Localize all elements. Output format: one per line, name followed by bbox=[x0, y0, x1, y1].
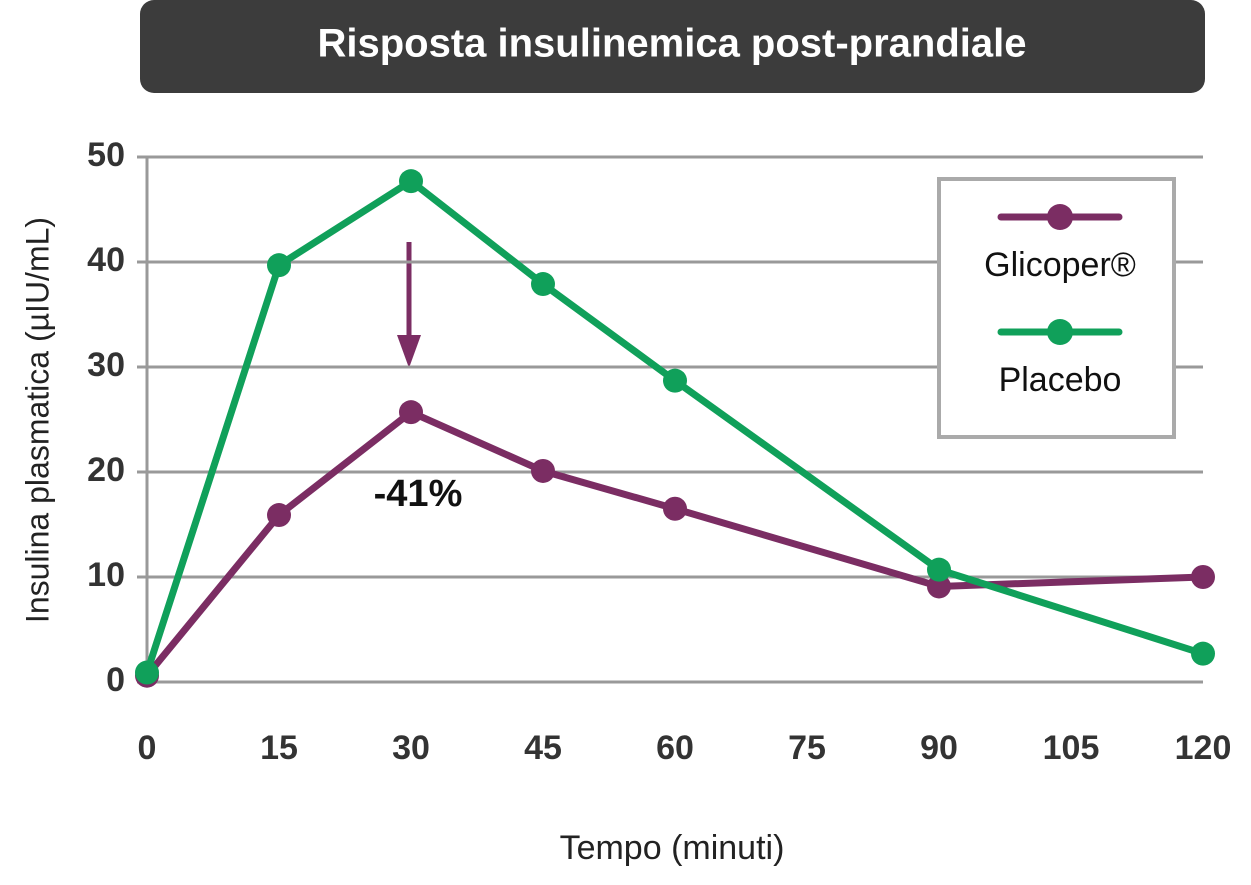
y-tick-label: 40 bbox=[87, 241, 125, 279]
y-tick-label: 20 bbox=[87, 451, 125, 489]
data-point bbox=[531, 272, 555, 297]
data-point bbox=[399, 169, 423, 194]
x-tick-label: 60 bbox=[656, 729, 694, 767]
title-box bbox=[140, 0, 1205, 93]
data-point bbox=[531, 458, 555, 483]
data-point bbox=[1191, 565, 1215, 589]
data-point bbox=[267, 503, 291, 528]
data-point bbox=[927, 557, 951, 582]
data-point bbox=[927, 574, 951, 599]
chart-title: Risposta insulinemica post-prandiale bbox=[317, 22, 1026, 66]
x-tick-label: 45 bbox=[524, 729, 562, 767]
data-point bbox=[399, 400, 423, 425]
x-tick-label: 105 bbox=[1043, 729, 1100, 767]
x-tick-label: 0 bbox=[138, 729, 157, 767]
data-point bbox=[267, 253, 291, 278]
x-tick-label: 30 bbox=[392, 729, 430, 767]
series-line bbox=[144, 408, 1204, 678]
data-point bbox=[1191, 641, 1215, 666]
annotation-arrowhead bbox=[397, 335, 421, 368]
x-tick-label: 75 bbox=[788, 729, 826, 767]
y-tick-label: 50 bbox=[87, 136, 125, 174]
y-axis-label: Insulina plasmatica (µIU/mL) bbox=[19, 217, 55, 623]
y-tick-label: 0 bbox=[106, 661, 125, 699]
data-point bbox=[663, 368, 687, 393]
y-tick-label: 30 bbox=[87, 346, 125, 384]
x-tick-label: 120 bbox=[1175, 729, 1232, 767]
x-tick-label: 15 bbox=[260, 729, 298, 767]
legend-marker bbox=[1047, 204, 1073, 230]
data-point bbox=[663, 496, 687, 521]
annotation: -41% bbox=[374, 473, 463, 515]
x-axis-label: Tempo (minuti) bbox=[560, 829, 785, 867]
legend-marker bbox=[1047, 319, 1073, 345]
legend-label: Placebo bbox=[999, 361, 1122, 399]
legend-label: Glicoper® bbox=[984, 246, 1136, 284]
x-tick-label: 90 bbox=[920, 729, 958, 767]
y-tick-label: 10 bbox=[87, 556, 125, 594]
data-point bbox=[135, 660, 159, 685]
